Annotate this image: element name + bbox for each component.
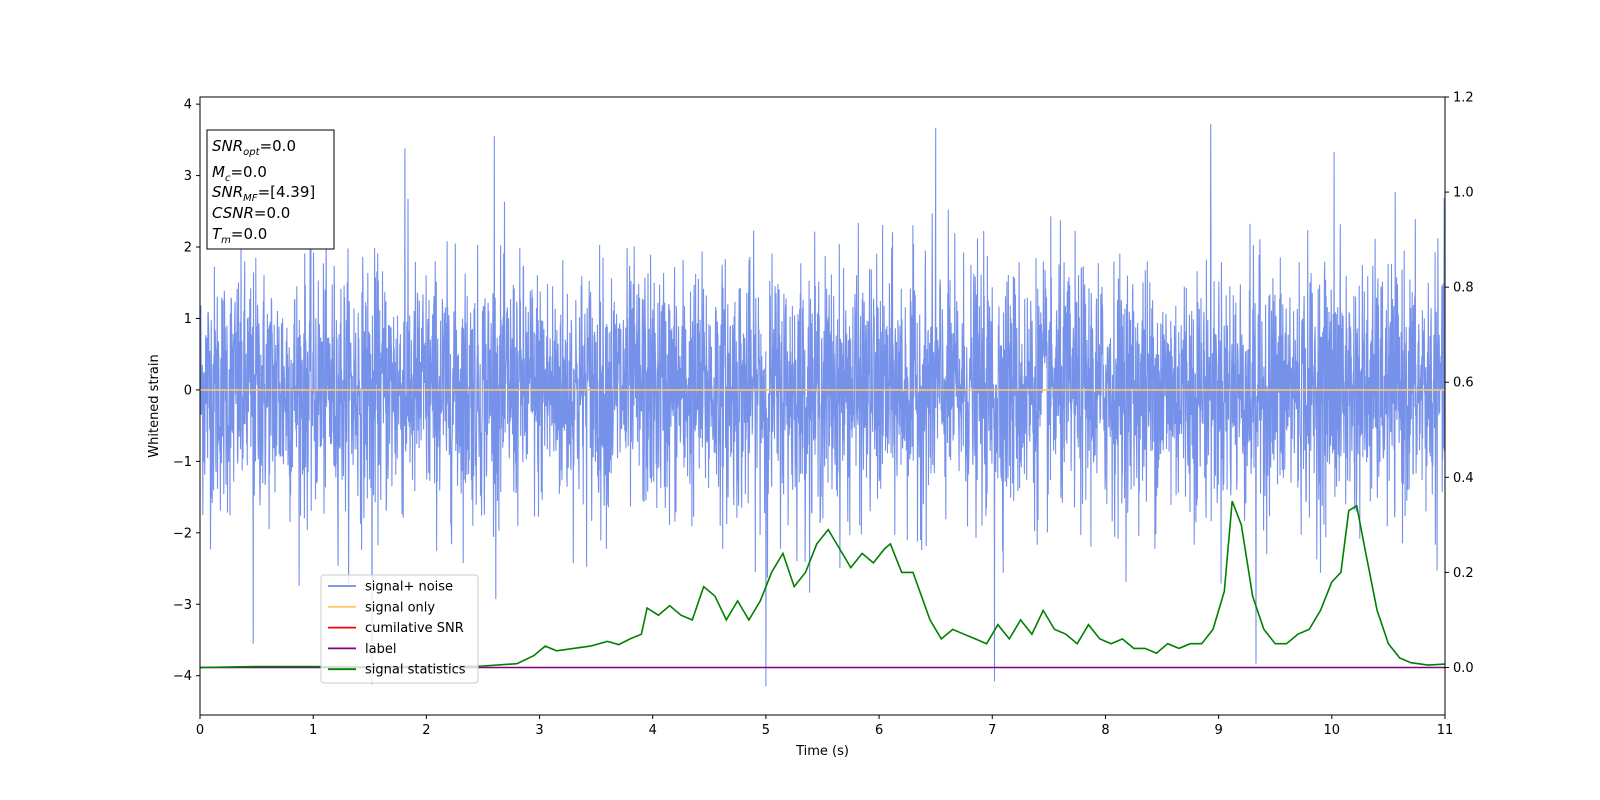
stat-snr-opt: SNRopt=0.0 (212, 137, 296, 158)
stat-snr-mf: SNRMF=[4.39] (212, 183, 315, 204)
x-tick-label: 10 (1324, 723, 1341, 738)
legend-label-signal-noise: signal+ noise (365, 580, 453, 595)
x-tick-label: 0 (196, 723, 204, 738)
y-tick-label: 1 (184, 312, 192, 327)
x-tick-label: 11 (1437, 723, 1454, 738)
x-tick-label: 1 (309, 723, 317, 738)
legend-label-label: label (365, 642, 396, 657)
legend-label-signal-only: signal only (365, 600, 435, 615)
y2-tick-label: 1.2 (1453, 91, 1474, 106)
x-tick-label: 4 (649, 723, 657, 738)
x-tick-label: 7 (988, 723, 996, 738)
y2-tick-label: 0.0 (1453, 661, 1474, 676)
series-signal-noise-line (199, 124, 1446, 687)
stats-box: SNRopt=0.0 Mc=0.0 SNRMF=[4.39] CSNR=0.0 … (206, 129, 335, 250)
y2-tick-label: 0.8 (1453, 281, 1474, 296)
stat-mc: Mc=0.0 (212, 163, 267, 184)
ticks: 0 1 2 3 4 5 6 7 8 9 10 1143210−1−2−3−41.21.00.80.60… (173, 91, 1474, 739)
y-tick-label: −2 (173, 526, 192, 541)
axes-frame (199, 96, 1446, 716)
y-tick-label: 0 (184, 383, 192, 398)
y2-tick-label: 0.6 (1453, 376, 1474, 391)
y2-tick-label: 1.0 (1453, 186, 1474, 201)
legend: signal+ noise signal only cumilative SNR la… (320, 574, 479, 684)
x-tick-label: 8 (1101, 723, 1109, 738)
y-tick-label: 4 (184, 98, 192, 113)
x-tick-label: 2 (422, 723, 430, 738)
y-tick-label: −1 (173, 455, 192, 470)
y2-tick-label: 0.4 (1453, 471, 1474, 486)
x-tick-label: 5 (762, 723, 770, 738)
x-tick-label: 6 (875, 723, 883, 738)
y-tick-label: 3 (184, 169, 192, 184)
legend-frame (320, 574, 479, 684)
x-axis-label: Time (s) (795, 744, 849, 759)
y2-tick-label: 0.2 (1453, 566, 1474, 581)
stat-tm: Tm=0.0 (212, 225, 267, 246)
stats-box-frame (206, 129, 335, 250)
x-tick-label: 9 (1214, 723, 1222, 738)
legend-label-cumilative-snr: cumilative SNR (365, 621, 464, 636)
y-tick-label: 2 (184, 241, 192, 256)
legend-label-signal-statistics: signal statistics (365, 663, 466, 678)
y-axis-label: Whitened strain (147, 354, 162, 457)
y-tick-label: −4 (173, 669, 192, 684)
stat-csnr: CSNR=0.0 (212, 204, 290, 222)
series-signal-statistics-line (199, 500, 1446, 669)
x-tick-label: 3 (535, 723, 543, 738)
y-tick-label: −3 (173, 598, 192, 613)
